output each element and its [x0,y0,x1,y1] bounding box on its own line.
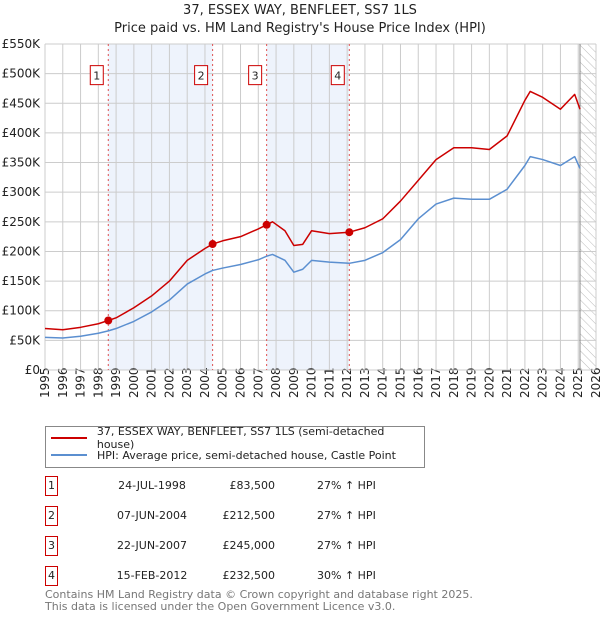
y-tick-label: £0 [25,363,40,377]
legend-label: HPI: Average price, semi-detached house,… [97,448,396,462]
y-tick-label: £150K [2,274,42,288]
transaction-number: 1 [45,476,58,496]
x-tick-label: 2020 [482,367,496,398]
x-tick-label: 2011 [322,367,336,398]
x-tick-label: 2023 [536,367,550,398]
x-tick-label: 2003 [180,367,194,398]
sale-point [262,220,271,229]
legend-item-property: 37, ESSEX WAY, BENFLEET, SS7 1LS (semi-d… [46,425,424,451]
shaded-period [108,44,213,370]
x-tick-label: 2014 [376,367,390,398]
transaction-number: 3 [45,536,58,556]
transaction-hpi-change: 27% ↑ HPI [317,539,376,552]
x-tick-label: 2012 [340,367,354,398]
sale-point [345,228,354,237]
sale-label: 1 [93,70,100,83]
sale-point [104,316,113,325]
x-tick-label: 2005 [216,367,230,398]
sale-point [208,240,217,249]
x-tick-label: 1997 [74,367,88,398]
chart-subtitle: Price paid vs. HM Land Registry's House … [114,21,486,36]
x-tick-label: 2008 [269,367,283,398]
x-tick-label: 2016 [411,367,425,398]
transaction-price: £232,500 [222,569,276,582]
sale-label: 4 [334,70,341,83]
y-tick-label: £400K [2,126,42,140]
y-tick-label: £100K [2,304,42,318]
x-tick-label: 1995 [38,367,52,398]
y-tick-label: £350K [2,156,42,170]
x-tick-label: 2007 [251,367,265,398]
transaction-price: £245,000 [222,539,276,552]
x-tick-label: 2004 [198,367,212,398]
x-tick-label: 2018 [447,367,461,398]
x-tick-label: 2026 [589,367,600,398]
forecast-hatch [580,44,596,370]
chart-title: 37, ESSEX WAY, BENFLEET, SS7 1LS [183,3,417,18]
x-tick-label: 2001 [145,367,159,398]
sale-label-box [248,65,263,86]
legend-swatch [51,454,87,456]
sale-label: 3 [252,70,259,83]
sale-label-box [194,65,209,86]
x-tick-label: 2013 [358,367,372,398]
legend: 37, ESSEX WAY, BENFLEET, SS7 1LS (semi-d… [45,425,425,468]
x-tick-label: 1998 [91,367,105,398]
x-tick-label: 2019 [465,367,479,398]
shaded-period [266,44,350,370]
footer-licence: This data is licensed under the Open Gov… [45,600,396,613]
property-price-line [44,90,581,331]
sale-label: 2 [198,70,205,83]
y-tick-label: £450K [2,96,42,110]
transaction-hpi-change: 27% ↑ HPI [317,509,376,522]
y-tick-label: £300K [2,185,42,199]
x-tick-label: 1996 [56,367,70,398]
y-tick-label: £200K [2,244,42,258]
x-tick-label: 2010 [305,367,319,398]
x-tick-label: 2015 [393,367,407,398]
x-tick-label: 1999 [109,367,123,398]
sale-label-box [330,65,345,86]
legend-item-hpi: HPI: Average price, semi-detached house,… [46,447,396,463]
transaction-date: 07-JUN-2004 [116,509,188,522]
transaction-hpi-change: 27% ↑ HPI [317,479,376,492]
price-chart: 1995 1996 1997 1998 1999 2000 2001 2002 2003 2004… [2,37,600,398]
x-tick-label: 2022 [518,367,532,398]
transaction-number: 4 [45,566,58,586]
transaction-date: 22-JUN-2007 [116,539,188,552]
transaction-date: 15-FEB-2012 [116,569,188,582]
x-tick-label: 2000 [127,367,141,398]
y-tick-label: £250K [2,215,42,229]
y-tick-label: £500K [2,67,42,81]
transaction-price: £83,500 [229,479,276,492]
footer-copyright: Contains HM Land Registry data © Crown c… [45,588,473,601]
transaction-number: 2 [45,506,58,526]
x-tick-label: 2009 [287,367,301,398]
x-tick-label: 2025 [571,367,585,398]
x-tick-label: 2006 [234,367,248,398]
transaction-price: £212,500 [222,509,276,522]
legend-swatch [51,437,87,439]
y-tick-label: £50K [9,333,41,347]
x-tick-label: 2021 [500,367,514,398]
x-tick-label: 2002 [162,367,176,398]
transaction-hpi-change: 30% ↑ HPI [317,569,376,582]
x-tick-label: 2024 [553,367,567,398]
x-tick-label: 2017 [429,367,443,398]
sale-label-box [89,65,104,86]
hpi-line [44,155,581,339]
legend-label: 37, ESSEX WAY, BENFLEET, SS7 1LS (semi-d… [96,425,385,451]
transaction-date: 24-JUL-1998 [118,479,186,492]
y-tick-label: £550K [2,37,42,51]
